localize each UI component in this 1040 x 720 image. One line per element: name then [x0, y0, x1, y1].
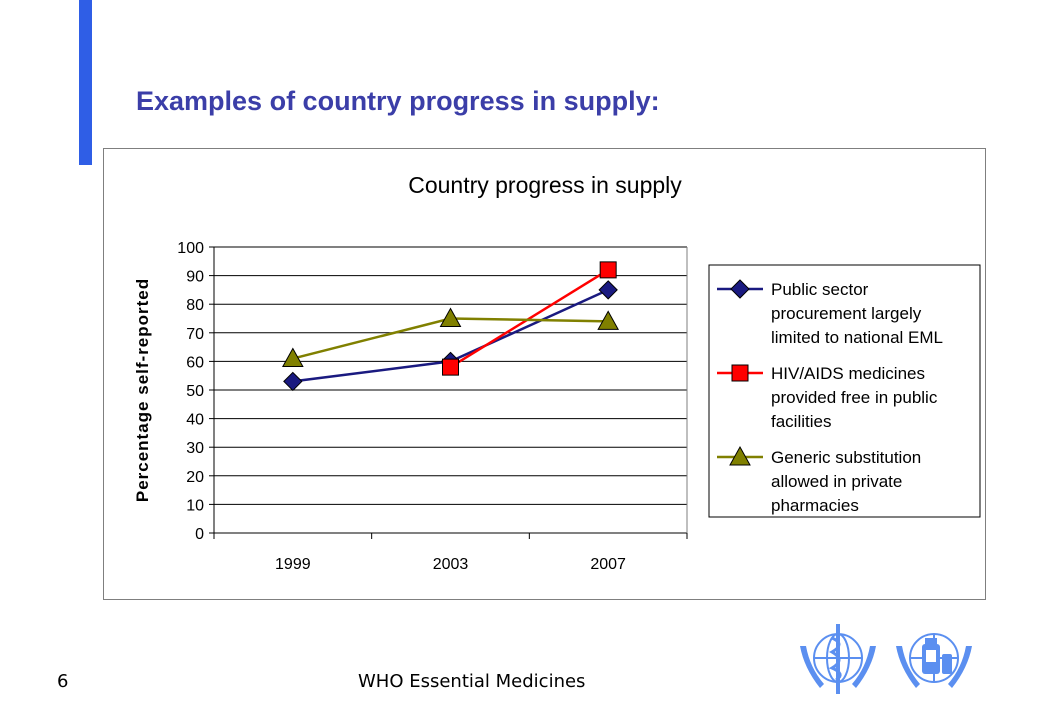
legend-swatch-marker: [731, 364, 749, 382]
chart-frame: Country progress in supply Percentage sel…: [103, 148, 986, 600]
legend-label: allowed in private: [771, 472, 902, 491]
legend-label: facilities: [771, 412, 831, 431]
legend-box: [708, 264, 981, 518]
y-tick-label: 0: [195, 526, 204, 543]
y-tick-label: 80: [186, 297, 204, 314]
chart-title: Country progress in supply: [408, 172, 682, 198]
y-tick-label: 100: [177, 240, 204, 257]
legend-label: pharmacies: [771, 496, 859, 515]
data-point-series-3: [281, 347, 304, 368]
series-line-2: [449, 268, 609, 369]
legend-label: provided free in public: [771, 388, 938, 407]
legend-label: procurement largely: [771, 304, 922, 323]
y-tick-label: 50: [186, 383, 204, 400]
y-tick-label: 10: [186, 497, 204, 514]
legend-swatch-marker: [730, 279, 750, 299]
data-point-series-2: [599, 261, 617, 279]
y-axis-label: Percentage self-reported: [133, 278, 152, 502]
x-tick-label: 2003: [433, 556, 469, 573]
line-chart: Country progress in supply Percentage sel…: [133, 172, 981, 573]
x-tick-label: 1999: [275, 556, 311, 573]
data-point-series-3: [439, 307, 462, 327]
y-tick-label: 60: [186, 354, 204, 371]
who-emblem-icon: [800, 624, 876, 694]
data-point-series-1: [283, 371, 303, 392]
y-tick-label: 40: [186, 412, 204, 429]
data-point-series-2: [442, 358, 459, 376]
who-medicines-emblem-icon: [896, 633, 972, 688]
x-tick-label: 2007: [590, 556, 626, 573]
slide-title: Examples of country progress in supply:: [136, 86, 660, 116]
footer-text: WHO Essential Medicines: [358, 671, 586, 692]
page-number: 6: [57, 671, 69, 692]
legend-swatch-marker: [729, 445, 751, 466]
legend-label: HIV/AIDS medicines: [771, 364, 925, 383]
data-point-series-1: [598, 280, 618, 300]
y-tick-label: 70: [186, 326, 204, 343]
accent-bar: [79, 0, 92, 165]
legend-label: Generic substitution: [771, 448, 921, 467]
data-point-series-3: [597, 310, 620, 330]
y-tick-label: 30: [186, 440, 204, 457]
y-tick-label: 90: [186, 269, 204, 286]
y-tick-label: 20: [186, 469, 204, 486]
legend-label: limited to national EML: [771, 328, 943, 347]
legend-label: Public sector: [771, 280, 869, 299]
